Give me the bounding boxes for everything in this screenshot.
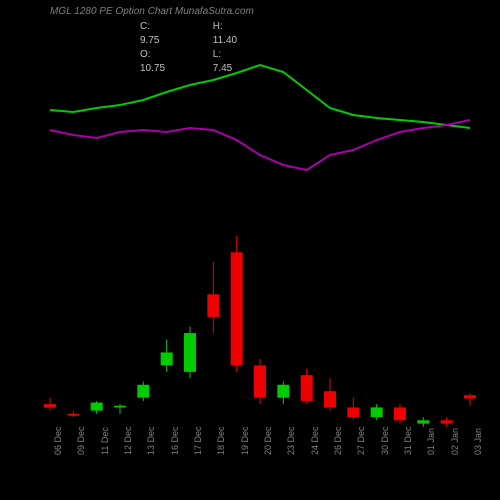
x-axis-labels: 06 Dec09 Dec11 Dec12 Dec13 Dec16 Dec17 D… xyxy=(0,445,500,500)
x-axis-label: 03 Jan xyxy=(473,428,500,455)
chart-canvas xyxy=(0,0,500,500)
